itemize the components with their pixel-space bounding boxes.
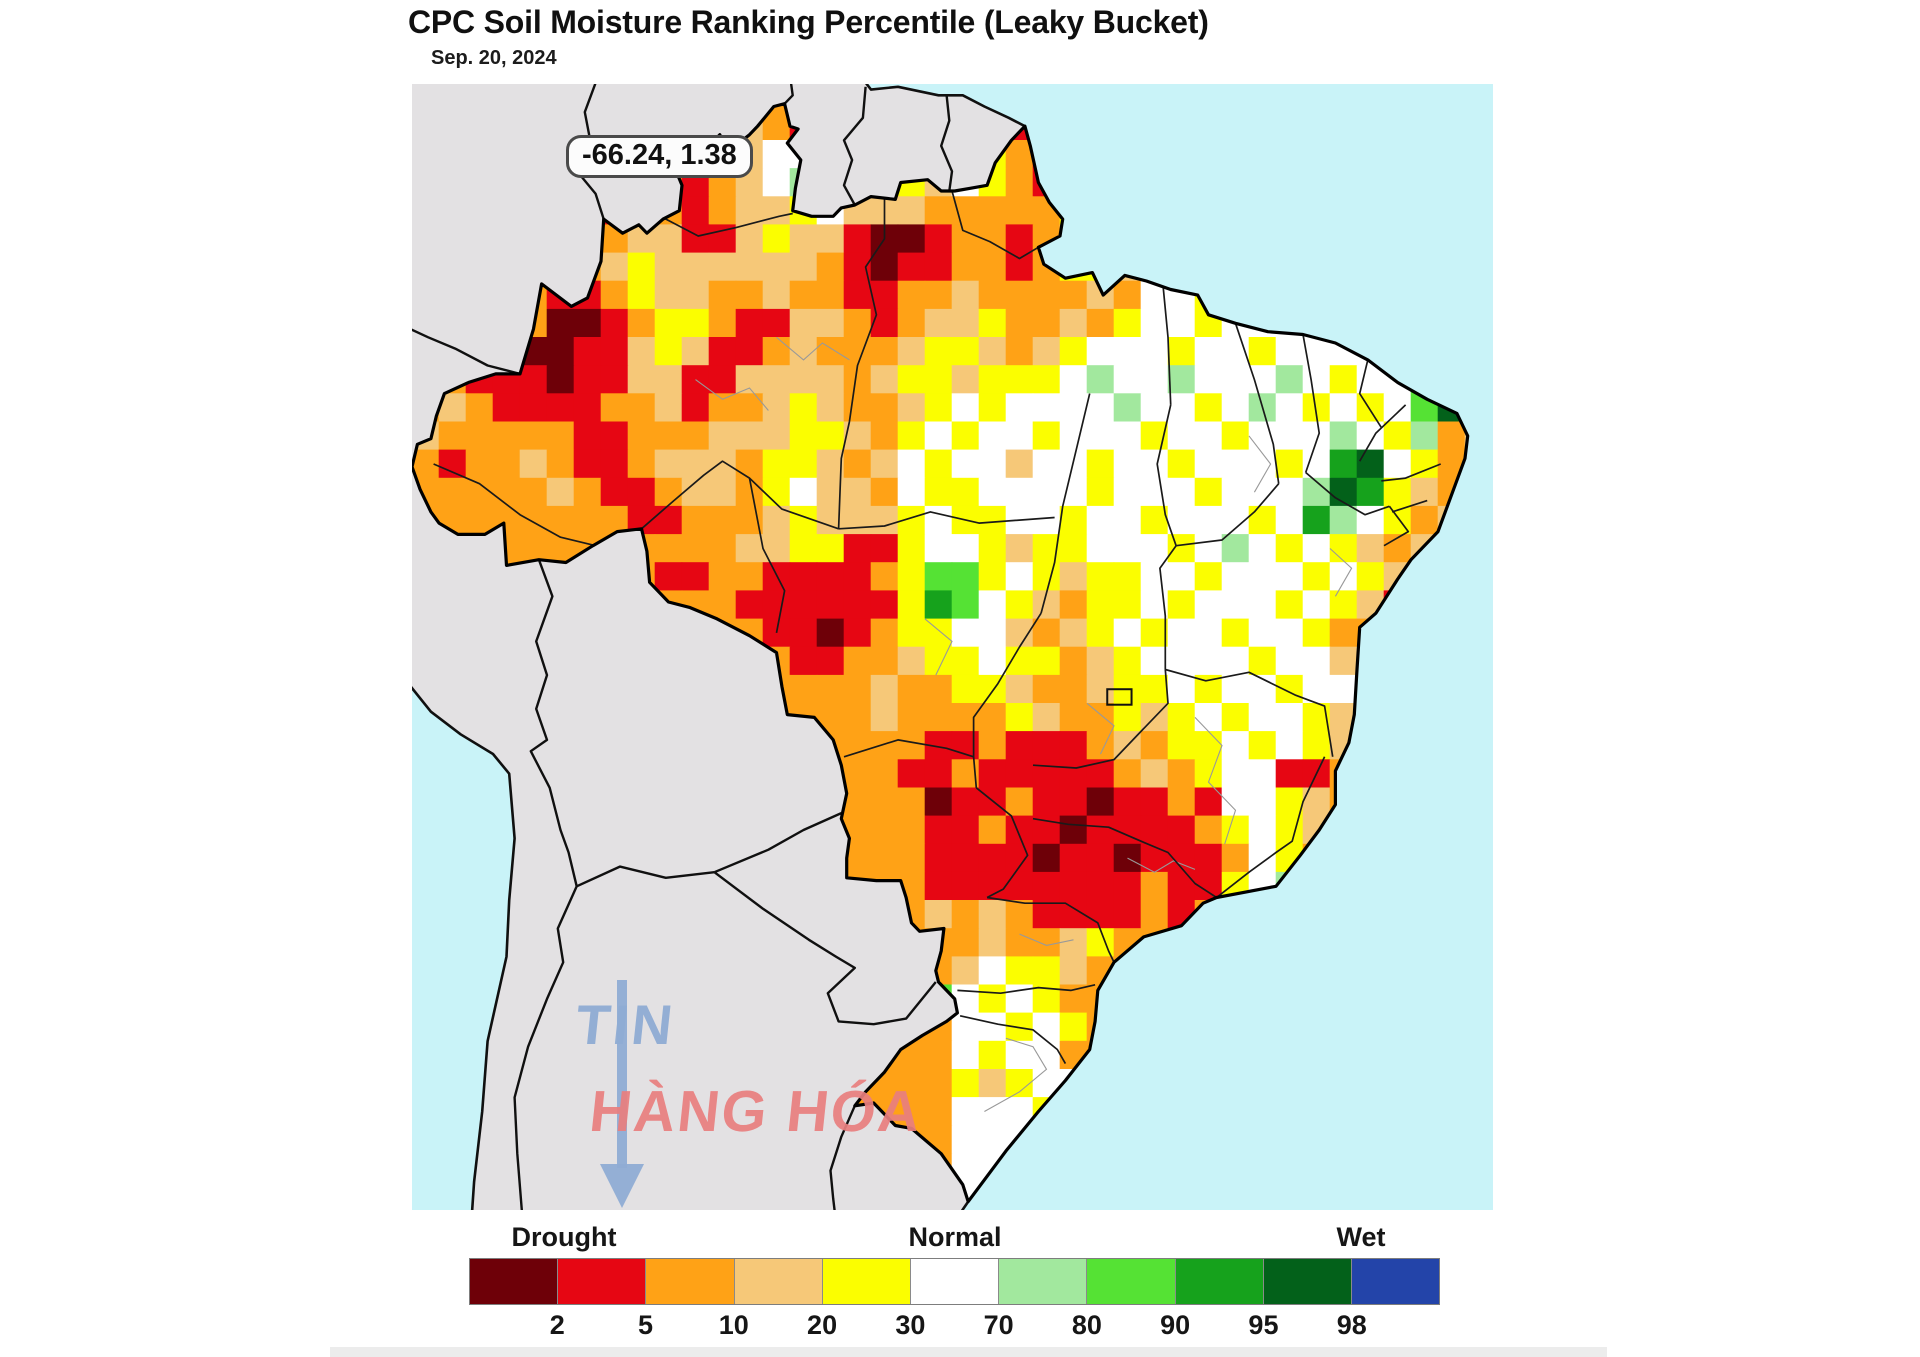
watermark-arrow-icon bbox=[600, 980, 644, 1208]
legend-color-swatch bbox=[822, 1259, 911, 1304]
state-border bbox=[660, 212, 793, 237]
legend-color-swatch bbox=[646, 1259, 735, 1304]
municipal-border bbox=[695, 379, 769, 411]
map-date: Sep. 20, 2024 bbox=[431, 47, 557, 69]
municipal-border bbox=[984, 1037, 1048, 1112]
footer-strip bbox=[330, 1347, 1607, 1357]
legend-tick-label: 95 bbox=[1248, 1310, 1279, 1340]
state-border bbox=[1381, 463, 1442, 482]
legend-color-bar bbox=[469, 1258, 1440, 1305]
state-border bbox=[986, 896, 1115, 963]
country-border bbox=[829, 1105, 856, 1210]
state-border bbox=[1358, 404, 1407, 462]
soil-moisture-map-svg bbox=[412, 84, 1493, 1210]
legend-tick-label: 98 bbox=[1336, 1310, 1367, 1340]
municipal-border bbox=[1248, 435, 1272, 493]
legend-color-swatch bbox=[1351, 1259, 1440, 1304]
state-border bbox=[1032, 817, 1218, 899]
state-border bbox=[957, 983, 1096, 995]
state-border bbox=[959, 1014, 1067, 1065]
page-title: CPC Soil Moisture Ranking Percentile (Le… bbox=[408, 4, 1209, 40]
legend-tick-label: 30 bbox=[895, 1310, 926, 1340]
municipal-border bbox=[1329, 548, 1353, 597]
coastline bbox=[865, 84, 1026, 128]
legend-tick-label: 10 bbox=[718, 1310, 749, 1340]
state-border bbox=[1175, 483, 1280, 547]
country-border bbox=[783, 84, 794, 105]
legend-tick-label: 70 bbox=[983, 1310, 1014, 1340]
state-border bbox=[1032, 669, 1169, 769]
legend-tick-label: 2 bbox=[549, 1310, 565, 1340]
state-border bbox=[1161, 280, 1172, 405]
state-border bbox=[1234, 323, 1280, 484]
watermark-line1: TIN bbox=[572, 993, 679, 1056]
legend-color-swatch bbox=[1087, 1259, 1176, 1304]
state-border bbox=[1165, 668, 1334, 757]
municipal-border bbox=[1019, 933, 1074, 946]
state-border bbox=[1358, 359, 1383, 428]
legend-tick-labels: 2 5 10 20 30 70 80 90 95 98 bbox=[469, 1310, 1440, 1344]
state-border bbox=[1159, 545, 1177, 670]
municipal-border bbox=[1194, 717, 1237, 845]
state-border bbox=[972, 612, 1042, 757]
brazil-border bbox=[412, 102, 1470, 1204]
country-border bbox=[412, 328, 521, 376]
country-border bbox=[940, 95, 954, 192]
state-border bbox=[1216, 756, 1326, 899]
coastline bbox=[412, 686, 516, 1210]
map-canvas[interactable] bbox=[412, 84, 1493, 1210]
municipal-border bbox=[776, 336, 850, 361]
state-border bbox=[1305, 471, 1390, 516]
legend-label-normal: Normal bbox=[908, 1222, 1002, 1252]
legend-color-swatch bbox=[910, 1259, 1000, 1304]
legend-color-swatch bbox=[470, 1259, 559, 1304]
state-border bbox=[1156, 404, 1177, 546]
country-border bbox=[576, 865, 715, 888]
legend-color-swatch bbox=[1175, 1259, 1264, 1304]
state-border bbox=[433, 463, 596, 547]
legend-tick-label: 5 bbox=[638, 1310, 654, 1340]
legend-color-swatch bbox=[999, 1259, 1088, 1304]
state-border bbox=[838, 511, 1055, 530]
legend-tick-label: 20 bbox=[807, 1310, 838, 1340]
state-border bbox=[1383, 505, 1410, 547]
state-border bbox=[1302, 334, 1321, 473]
legend-color-swatch bbox=[558, 1259, 647, 1304]
municipal-border bbox=[924, 618, 953, 676]
municipal-border bbox=[1086, 702, 1115, 755]
legend-color-swatch bbox=[734, 1259, 823, 1304]
coastline bbox=[960, 1200, 970, 1210]
watermark-line2: HÀNG HÓA bbox=[586, 1079, 926, 1144]
state-border bbox=[837, 196, 886, 529]
legend-label-wet: Wet bbox=[1336, 1222, 1386, 1252]
country-border bbox=[713, 812, 842, 874]
coords-tooltip: -66.24, 1.38 bbox=[566, 135, 753, 178]
municipal-border bbox=[1127, 857, 1196, 873]
state-border bbox=[843, 739, 978, 788]
distrito-federal-outline bbox=[1106, 688, 1133, 706]
legend-color-swatch bbox=[1263, 1259, 1352, 1304]
legend-tick-label: 90 bbox=[1160, 1310, 1191, 1340]
country-border bbox=[713, 871, 937, 1026]
state-border bbox=[951, 190, 1039, 260]
state-border bbox=[748, 477, 786, 634]
legend-label-drought: Drought bbox=[511, 1222, 617, 1252]
legend-tick-label: 80 bbox=[1071, 1310, 1102, 1340]
state-border bbox=[975, 787, 1029, 899]
country-border bbox=[513, 559, 578, 1210]
state-border bbox=[640, 460, 839, 530]
state-border bbox=[1391, 499, 1428, 513]
country-border bbox=[842, 86, 867, 206]
state-border bbox=[1040, 393, 1091, 614]
